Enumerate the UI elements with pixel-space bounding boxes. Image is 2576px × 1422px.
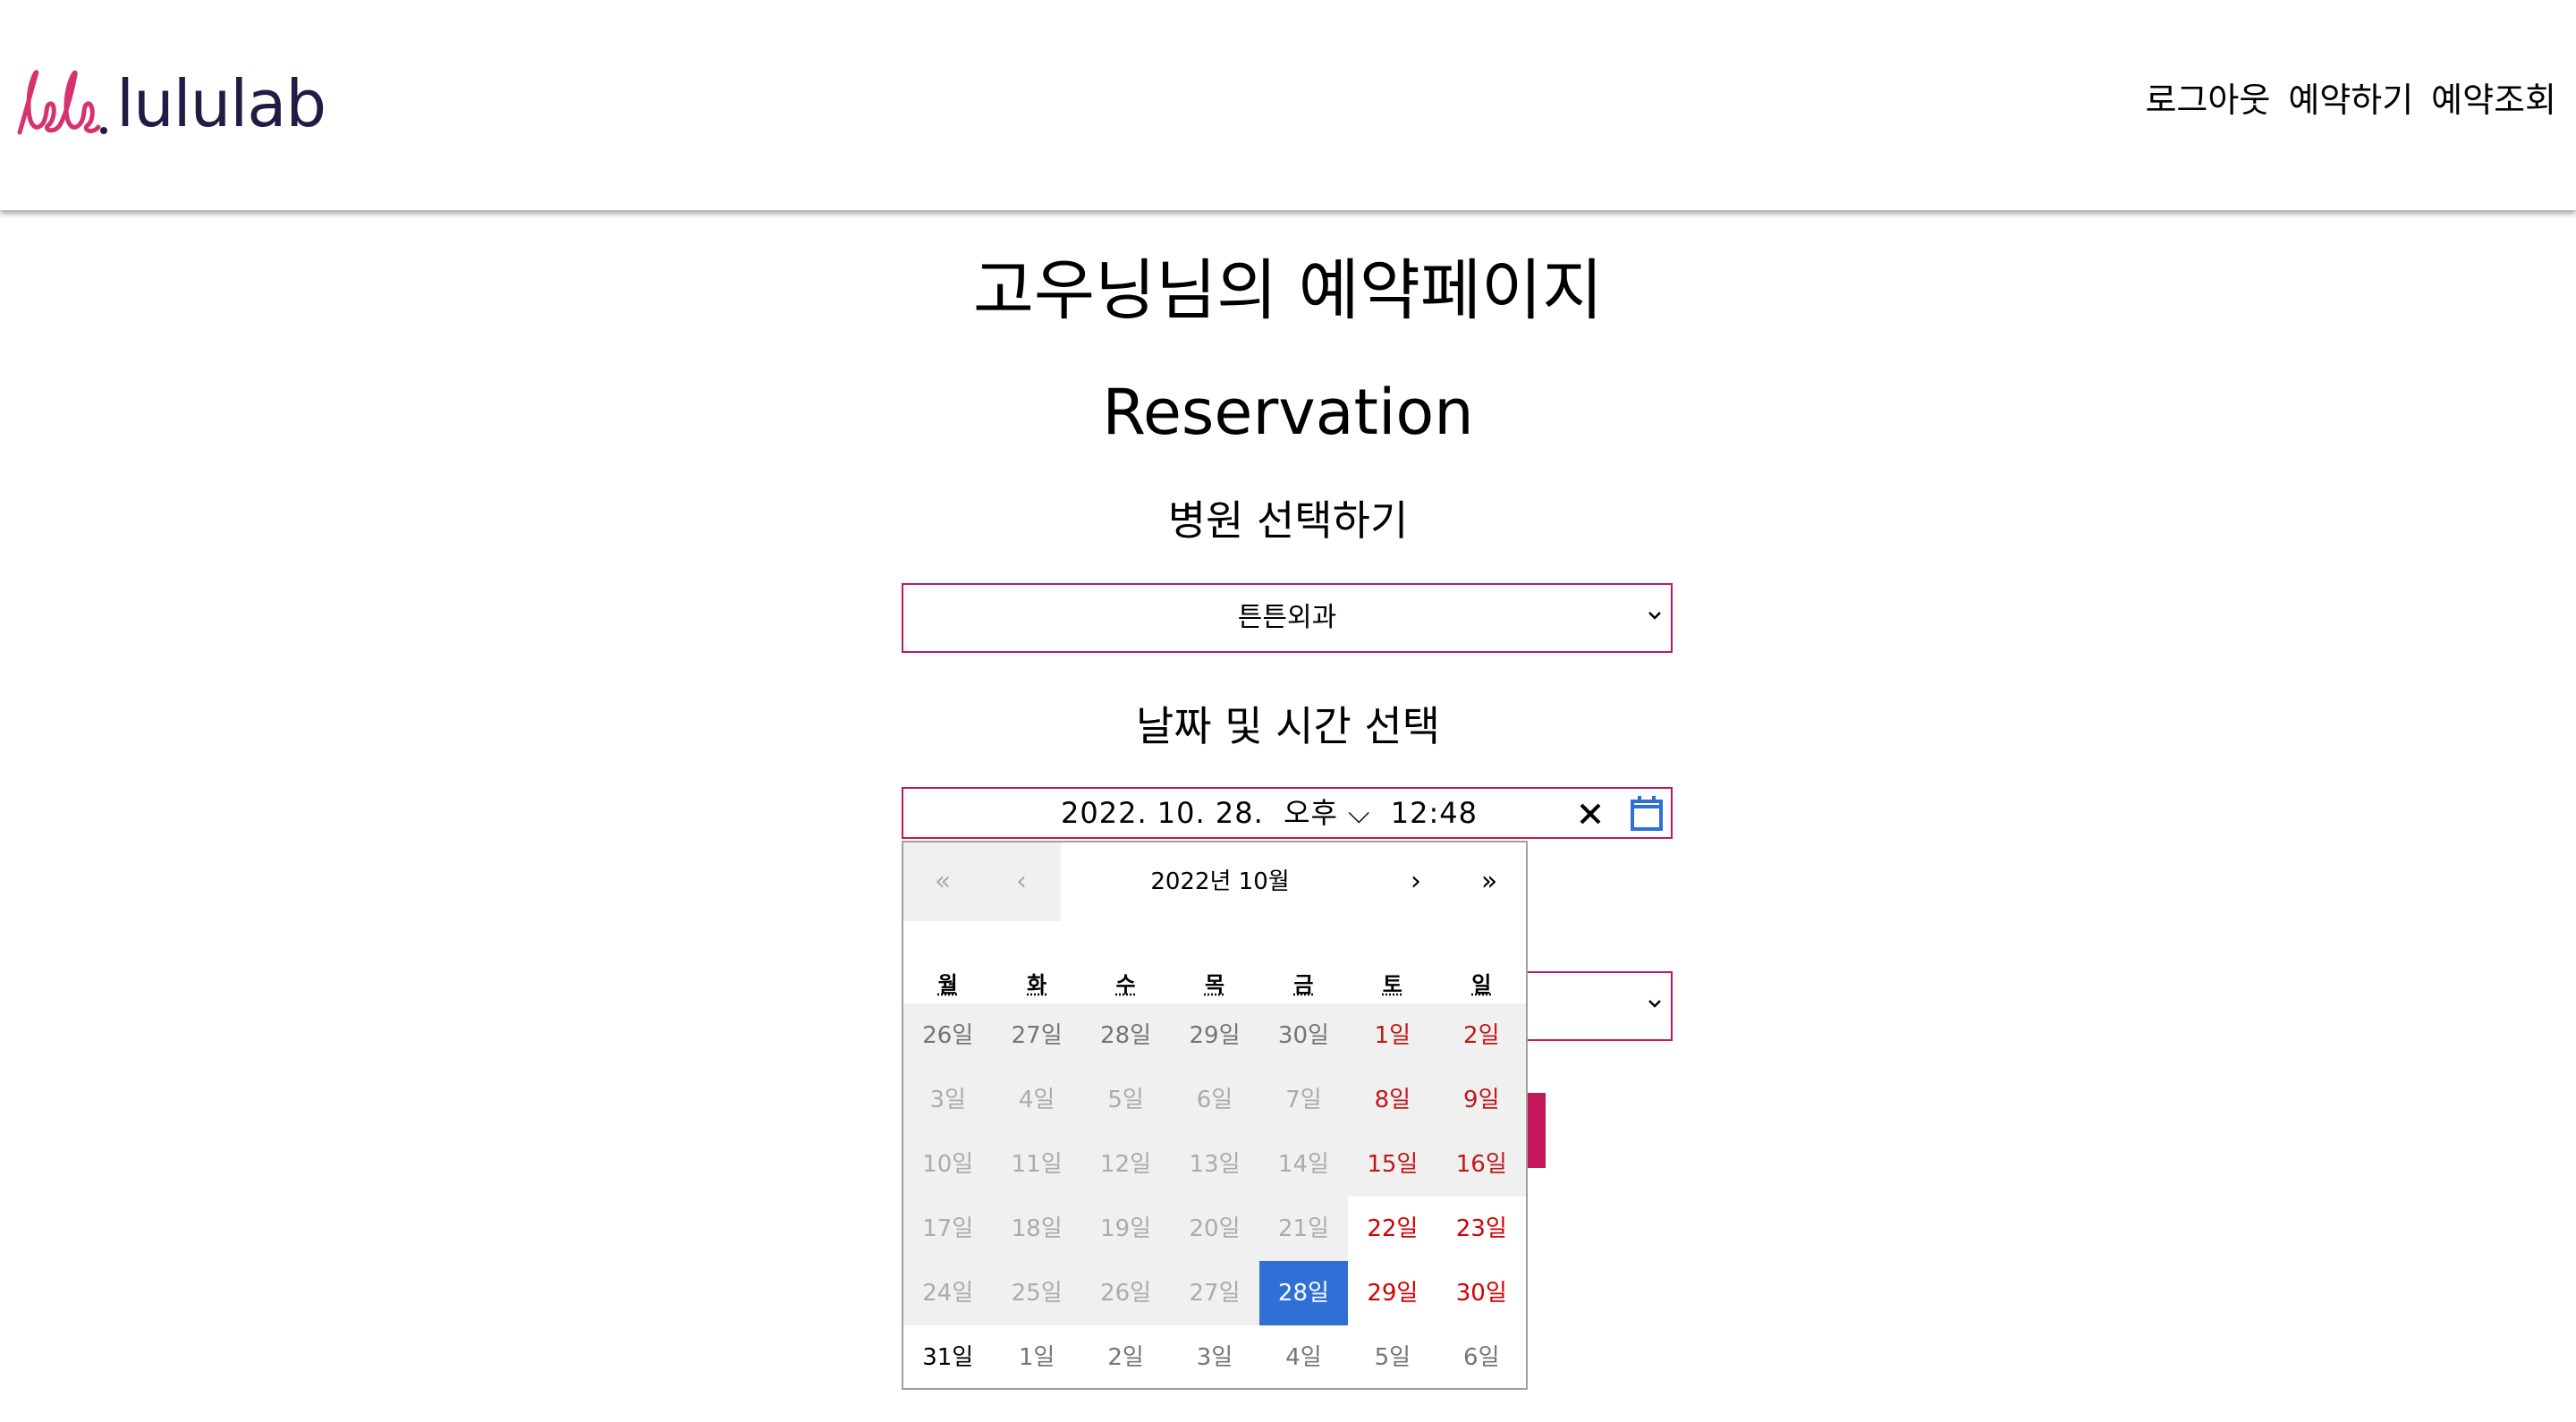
calendar-weekdays: 월 화 수 목 금 토 일 xyxy=(903,964,1526,1005)
weekday: 수 xyxy=(1115,972,1136,997)
hospital-select[interactable]: 튼튼외과 xyxy=(902,583,1673,653)
nav-lookup[interactable]: 예약조회 xyxy=(2431,80,2556,120)
logo-mark-icon xyxy=(17,70,107,135)
weekday: 목 xyxy=(1204,972,1225,997)
calendar-day[interactable]: 17일 xyxy=(903,1197,993,1261)
calendar-day[interactable]: 5일 xyxy=(1080,1068,1171,1132)
next-year-button[interactable]: » xyxy=(1480,866,1498,897)
calendar-day[interactable]: 13일 xyxy=(1170,1132,1259,1197)
calendar-navigation: « ‹ 2022년 10월 › » xyxy=(903,842,1526,921)
top-nav: 로그아웃 예약하기 예약조회 xyxy=(2145,77,2556,123)
calendar-day[interactable]: 6일 xyxy=(1170,1068,1259,1132)
calendar-day[interactable]: 9일 xyxy=(1436,1068,1526,1132)
calendar-day[interactable]: 29일 xyxy=(1170,1003,1259,1068)
datetime-label: 날짜 및 시간 선택 xyxy=(1135,702,1441,750)
calendar-day[interactable]: 21일 xyxy=(1258,1197,1349,1261)
calendar-days: 26일 27일 28일 29일 30일 1일 2일 3일 4일 5일 6일 7일… xyxy=(903,1003,1526,1390)
calendar-day[interactable]: 1일 xyxy=(1018,1344,1055,1371)
calendar-day[interactable]: 4일 xyxy=(1285,1344,1322,1371)
calendar-day[interactable]: 26일 xyxy=(903,1003,993,1068)
datetime-input[interactable]: 2022. 10. 28. 오후 ⌵ 12:48 xyxy=(902,787,1673,839)
calendar-day[interactable]: 14일 xyxy=(1258,1132,1349,1197)
calendar-day[interactable]: 8일 xyxy=(1348,1068,1437,1132)
weekday: 월 xyxy=(937,972,958,997)
page-title: 고우닝님의 예약페이지 xyxy=(972,252,1604,329)
calendar-day[interactable]: 12일 xyxy=(1080,1132,1171,1197)
chevron-down-icon xyxy=(1648,1000,1661,1008)
calendar-day[interactable]: 7일 xyxy=(1258,1068,1349,1132)
calendar-day[interactable]: 29일 xyxy=(1367,1280,1419,1307)
page-subtitle: Reservation xyxy=(1102,376,1474,449)
calendar-day[interactable]: 16일 xyxy=(1436,1132,1526,1197)
calendar-day[interactable]: 15일 xyxy=(1348,1132,1437,1197)
calendar-day[interactable]: 22일 xyxy=(1367,1215,1419,1242)
logo-text: lululab xyxy=(116,66,326,141)
calendar-day[interactable]: 4일 xyxy=(992,1068,1081,1132)
weekday: 토 xyxy=(1382,972,1402,997)
calendar-day[interactable]: 25일 xyxy=(992,1261,1081,1325)
nav-reserve[interactable]: 예약하기 xyxy=(2288,80,2414,120)
lululab-logo[interactable]: lululab xyxy=(16,70,326,136)
calendar-day[interactable]: 31일 xyxy=(922,1344,974,1371)
calendar-day[interactable]: 2일 xyxy=(1107,1344,1144,1371)
hospital-label: 병원 선택하기 xyxy=(1167,496,1409,545)
prev-year-button[interactable]: « xyxy=(903,842,982,921)
calendar-day[interactable]: 27일 xyxy=(1170,1261,1259,1325)
calendar-day[interactable]: 18일 xyxy=(992,1197,1081,1261)
calendar-day[interactable]: 3일 xyxy=(1196,1344,1233,1371)
calendar-day[interactable]: 6일 xyxy=(1463,1344,1500,1371)
hospital-selected-value: 튼튼외과 xyxy=(1237,602,1337,633)
calendar-day[interactable]: 27일 xyxy=(992,1003,1081,1068)
calendar-day[interactable]: 23일 xyxy=(1455,1215,1507,1242)
calendar-day[interactable]: 11일 xyxy=(992,1132,1081,1197)
close-icon[interactable] xyxy=(1576,800,1605,828)
calendar-day[interactable]: 1일 xyxy=(1348,1003,1437,1068)
header: lululab 로그아웃 예약하기 예약조회 xyxy=(0,0,2576,210)
calendar-day[interactable]: 20일 xyxy=(1170,1197,1259,1261)
calendar-day[interactable]: 10일 xyxy=(903,1132,993,1197)
nav-logout[interactable]: 로그아웃 xyxy=(2145,80,2271,120)
calendar-day[interactable]: 5일 xyxy=(1374,1344,1411,1371)
calendar-day[interactable]: 28일 xyxy=(1080,1003,1171,1068)
prev-month-button[interactable]: ‹ xyxy=(982,842,1061,921)
datetime-value[interactable]: 2022. 10. 28. 오후 ⌵ 12:48 xyxy=(1061,796,1478,830)
calendar-popup: « ‹ 2022년 10월 › » 월 화 수 목 금 토 일 26일 27일 … xyxy=(902,841,1528,1390)
chevron-down-icon xyxy=(1648,612,1661,620)
calendar-day[interactable]: 26일 xyxy=(1080,1261,1171,1325)
calendar-month-label[interactable]: 2022년 10월 xyxy=(1150,868,1290,895)
calendar-day[interactable]: 30일 xyxy=(1455,1280,1507,1307)
calendar-day-selected[interactable]: 28일 xyxy=(1258,1261,1349,1325)
calendar-icon[interactable] xyxy=(1630,794,1664,832)
calendar-day[interactable]: 24일 xyxy=(903,1261,993,1325)
next-month-button[interactable]: › xyxy=(1411,866,1421,897)
weekday: 화 xyxy=(1027,972,1047,997)
calendar-day[interactable]: 30일 xyxy=(1258,1003,1349,1068)
calendar-day[interactable]: 19일 xyxy=(1080,1197,1171,1261)
weekday: 금 xyxy=(1293,972,1314,997)
calendar-day[interactable]: 3일 xyxy=(903,1068,993,1132)
calendar-day[interactable]: 2일 xyxy=(1436,1003,1526,1068)
weekday: 일 xyxy=(1471,972,1492,997)
